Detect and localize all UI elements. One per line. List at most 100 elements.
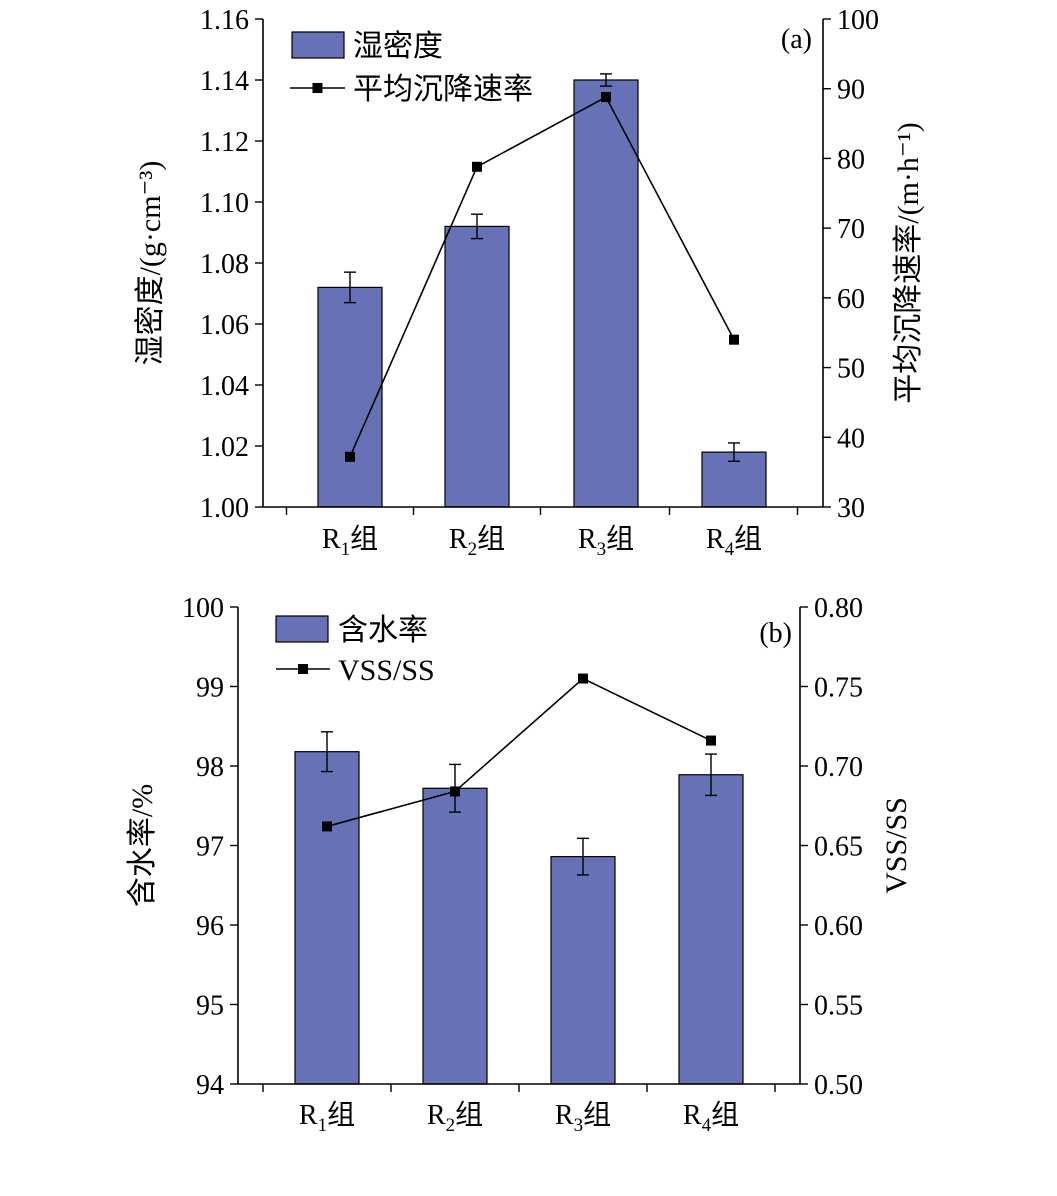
right-axis-tick-label: 60 xyxy=(837,284,865,315)
right-axis-tick-label: 30 xyxy=(837,493,865,524)
series-marker xyxy=(450,786,460,797)
series-marker xyxy=(472,161,482,172)
right-axis-tick-label: 0.70 xyxy=(814,752,863,783)
error-bar xyxy=(728,442,740,462)
left-axis-tick-label: 1.08 xyxy=(200,249,249,280)
left-axis-tick-label: 1.02 xyxy=(200,432,249,463)
category-suffix: 组 xyxy=(327,1099,355,1131)
legend-swatch-marker xyxy=(312,83,323,93)
category-subscript: 4 xyxy=(702,1115,712,1136)
category-subscript: 2 xyxy=(468,539,478,560)
error-bar xyxy=(600,73,612,87)
category-subscript: 2 xyxy=(446,1115,456,1136)
bar xyxy=(294,751,360,1085)
left-axis-tick-label: 1.00 xyxy=(200,493,249,524)
category-suffix: 组 xyxy=(583,1099,611,1131)
x-axis-tick-label: R2组 xyxy=(427,1099,483,1136)
left-axis-tick-label: 1.04 xyxy=(200,371,249,402)
right-axis-tick-label: 0.50 xyxy=(814,1070,863,1101)
category-subscript: 1 xyxy=(341,539,351,560)
category-suffix: 组 xyxy=(606,523,634,555)
legend-swatch-bar xyxy=(275,615,329,643)
left-axis-tick-label: 1.14 xyxy=(200,66,249,97)
x-axis-tick-label: R3组 xyxy=(578,523,634,560)
legend-label: VSS/SS xyxy=(338,654,435,687)
left-axis-tick-label: 98 xyxy=(196,752,224,783)
x-axis-tick-label: R4组 xyxy=(706,523,762,560)
x-axis-tick-label: R1组 xyxy=(299,1099,355,1136)
left-axis-tick-label: 1.10 xyxy=(200,188,249,219)
category-base: R xyxy=(299,1100,318,1131)
category-subscript: 3 xyxy=(574,1115,584,1136)
category-suffix: 组 xyxy=(734,523,762,555)
left-axis-tick-label: 100 xyxy=(182,593,224,624)
bar xyxy=(678,774,744,1085)
panel-label: (b) xyxy=(759,618,792,649)
right-axis-tick-label: 100 xyxy=(837,5,879,36)
right-axis-tick-label: 50 xyxy=(837,354,865,385)
right-axis-tick-label: 0.60 xyxy=(814,911,863,942)
left-axis-tick-label: 1.06 xyxy=(200,310,249,341)
legend-label: 含水率 xyxy=(338,614,428,647)
error-bar xyxy=(705,753,717,797)
category-subscript: 4 xyxy=(725,539,735,560)
right-axis-tick-label: 0.75 xyxy=(814,673,863,704)
category-subscript: 1 xyxy=(318,1115,328,1136)
left-axis-tick-label: 97 xyxy=(196,832,224,863)
series-marker xyxy=(578,673,588,684)
category-base: R xyxy=(322,524,341,555)
chart-panel-0: 1.00 1.02 1.04 1.06 1.08 1.10 1.12 1.14 1.16 30 40… xyxy=(134,5,925,560)
x-axis-tick-label: R2组 xyxy=(449,523,505,560)
bar xyxy=(422,787,488,1085)
x-axis-tick-label: R3组 xyxy=(555,1099,611,1136)
bar xyxy=(550,856,616,1085)
left-axis-tick-label: 1.16 xyxy=(200,5,249,36)
series-marker xyxy=(706,735,716,746)
chart-panel-1: 94 95 96 97 98 99 100 0.50 0.55 0.60 0.65 0.70 0.75 0… xyxy=(126,593,913,1136)
right-axis-title: 平均沉降速率/(m·h⁻¹) xyxy=(892,122,925,403)
category-suffix: 组 xyxy=(477,523,505,555)
right-axis-tick-label: 40 xyxy=(837,423,865,454)
right-axis-tick-label: 90 xyxy=(837,75,865,106)
error-bar xyxy=(471,213,483,240)
right-axis-tick-label: 0.55 xyxy=(814,991,863,1022)
left-axis-title: 含水率/% xyxy=(126,784,159,907)
legend-label: 湿密度 xyxy=(353,30,443,63)
error-bar xyxy=(344,271,356,304)
category-suffix: 组 xyxy=(350,523,378,555)
category-suffix: 组 xyxy=(455,1099,483,1131)
left-axis-tick-label: 99 xyxy=(196,673,224,704)
bar xyxy=(573,79,639,508)
series-marker xyxy=(729,334,739,345)
left-axis-tick-label: 1.12 xyxy=(200,127,249,158)
error-bar xyxy=(577,837,589,876)
series-line xyxy=(326,677,712,828)
legend-label: 平均沉降速率 xyxy=(353,73,533,106)
legend-swatch-marker xyxy=(298,664,308,674)
series-marker xyxy=(322,821,332,832)
category-base: R xyxy=(578,524,597,555)
bar xyxy=(317,286,383,508)
left-axis-tick-label: 96 xyxy=(196,911,224,942)
right-axis-tick-label: 0.80 xyxy=(814,593,863,624)
category-base: R xyxy=(706,524,725,555)
category-suffix: 组 xyxy=(711,1099,739,1131)
category-base: R xyxy=(449,524,468,555)
legend-swatch-bar xyxy=(291,31,345,59)
legend: 含水率 VSS/SS xyxy=(275,614,435,687)
right-axis-tick-label: 0.65 xyxy=(814,832,863,863)
series-marker xyxy=(601,92,611,103)
bar xyxy=(444,225,510,508)
series-marker xyxy=(345,451,355,462)
category-subscript: 3 xyxy=(597,539,607,560)
category-base: R xyxy=(427,1100,446,1131)
left-axis-title: 湿密度/(g·cm⁻³) xyxy=(134,161,167,366)
x-axis-tick-label: R1组 xyxy=(322,523,378,560)
left-axis-tick-label: 94 xyxy=(196,1070,224,1101)
right-axis-tick-label: 70 xyxy=(837,214,865,245)
left-axis-tick-label: 95 xyxy=(196,991,224,1022)
category-base: R xyxy=(555,1100,574,1131)
error-bar xyxy=(321,731,333,773)
